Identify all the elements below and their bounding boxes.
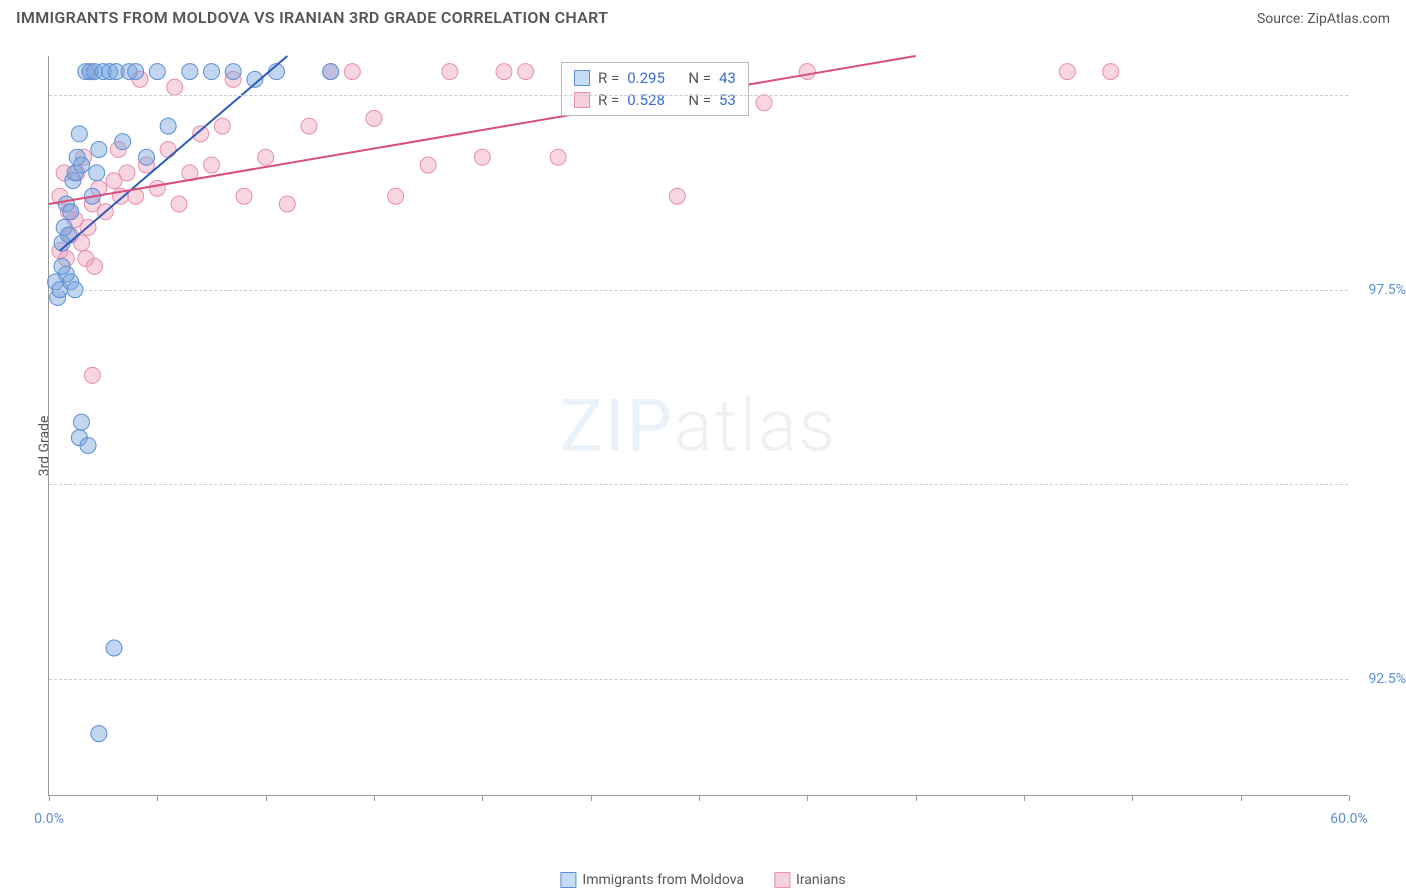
xtick-label: 60.0%: [1330, 811, 1368, 827]
data-point: [54, 258, 70, 274]
stat-r-label: R =: [598, 91, 619, 109]
data-point: [115, 134, 131, 150]
data-point: [160, 141, 176, 157]
legend-label: Immigrants from Moldova: [582, 872, 744, 888]
stat-r-value: 0.528: [627, 91, 665, 109]
xtick-label: 0.0%: [34, 811, 64, 827]
stat-n-value: 53: [719, 91, 736, 109]
ytick-label: 97.5%: [1356, 282, 1406, 298]
stats-row: R = 0.528 N = 53: [574, 91, 736, 109]
xtick: [1349, 795, 1350, 801]
data-point: [91, 726, 107, 742]
legend-item: Immigrants from Moldova: [560, 872, 744, 888]
data-point: [91, 141, 107, 157]
data-point: [106, 640, 122, 656]
data-point: [323, 64, 339, 80]
stat-n-label: N =: [688, 69, 711, 87]
data-point: [89, 165, 105, 181]
xtick: [1024, 795, 1025, 801]
stat-r-label: R =: [598, 69, 619, 87]
legend-item: Iranians: [774, 872, 846, 888]
xtick: [1241, 795, 1242, 801]
data-point: [84, 367, 100, 383]
data-point: [182, 64, 198, 80]
data-point: [61, 227, 77, 243]
data-point: [388, 188, 404, 204]
data-point: [1059, 64, 1075, 80]
stat-n-value: 43: [719, 69, 736, 87]
data-point: [214, 118, 230, 134]
data-point: [236, 188, 252, 204]
data-point: [204, 157, 220, 173]
plot-area: ZIPatlas R = 0.295 N = 43R = 0.528 N = 5…: [48, 56, 1348, 796]
data-point: [420, 157, 436, 173]
data-point: [344, 64, 360, 80]
xtick: [49, 795, 50, 801]
data-point: [518, 64, 534, 80]
swatch-icon: [774, 872, 790, 888]
data-point: [149, 64, 165, 80]
source-label: Source: ZipAtlas.com: [1257, 11, 1390, 27]
data-point: [550, 149, 566, 165]
data-point: [496, 64, 512, 80]
xtick: [699, 795, 700, 801]
bottom-legend: Immigrants from Moldova Iranians: [560, 872, 845, 888]
data-point: [80, 437, 96, 453]
data-point: [74, 414, 90, 430]
xtick: [1132, 795, 1133, 801]
stat-r-value: 0.295: [627, 69, 665, 87]
gridline: [49, 95, 1348, 96]
data-point: [366, 110, 382, 126]
data-point: [74, 157, 90, 173]
xtick: [591, 795, 592, 801]
gridline: [49, 679, 1348, 680]
data-point: [756, 95, 772, 111]
data-point: [474, 149, 490, 165]
xtick: [807, 795, 808, 801]
data-point: [225, 64, 241, 80]
gridline: [49, 290, 1348, 291]
data-point: [160, 118, 176, 134]
xtick: [916, 795, 917, 801]
stat-n-label: N =: [688, 91, 711, 109]
data-point: [167, 79, 183, 95]
data-point: [669, 188, 685, 204]
data-point: [442, 64, 458, 80]
stats-info-box: R = 0.295 N = 43R = 0.528 N = 53: [561, 62, 749, 116]
chart-title: IMMIGRANTS FROM MOLDOVA VS IRANIAN 3RD G…: [16, 8, 608, 27]
data-point: [71, 126, 87, 142]
data-point: [119, 165, 135, 181]
data-point: [63, 204, 79, 220]
xtick: [157, 795, 158, 801]
legend-label: Iranians: [796, 872, 846, 888]
data-point: [87, 258, 103, 274]
data-point: [128, 64, 144, 80]
xtick: [374, 795, 375, 801]
gridline: [49, 484, 1348, 485]
data-point: [149, 180, 165, 196]
data-point: [301, 118, 317, 134]
data-point: [204, 64, 220, 80]
xtick: [266, 795, 267, 801]
xtick: [482, 795, 483, 801]
data-point: [171, 196, 187, 212]
data-point: [279, 196, 295, 212]
stats-row: R = 0.295 N = 43: [574, 69, 736, 87]
swatch-icon: [560, 872, 576, 888]
data-point: [258, 149, 274, 165]
data-point: [1103, 64, 1119, 80]
data-point: [139, 149, 155, 165]
swatch-icon: [574, 70, 590, 86]
chart-svg: [49, 56, 1348, 795]
data-point: [799, 64, 815, 80]
trend-line: [49, 56, 916, 204]
ytick-label: 92.5%: [1356, 671, 1406, 687]
